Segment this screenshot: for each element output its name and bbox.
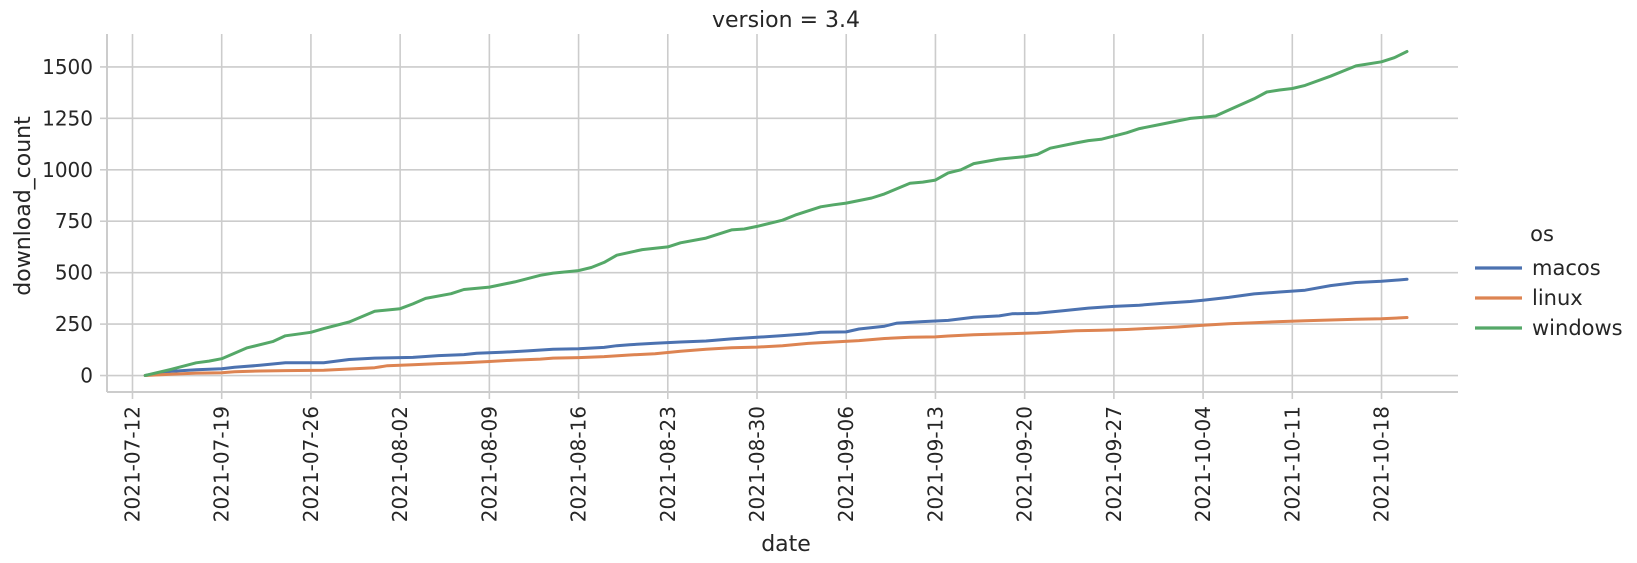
y-tick-label: 750 [55, 209, 93, 233]
legend-label-macos: macos [1532, 256, 1601, 280]
x-tick-label: 2021-09-13 [923, 406, 947, 522]
x-tick-label: 2021-10-04 [1191, 406, 1215, 522]
x-tick-label: 2021-08-23 [656, 406, 680, 522]
x-tick-label: 2021-10-18 [1370, 406, 1394, 522]
tick-labels: 2021-07-12 2021-07-19 2021-07-26 2021-08-02… [42, 55, 1393, 522]
chart-title: version = 3.4 [712, 8, 860, 33]
x-tick-label: 2021-08-09 [477, 406, 501, 522]
y-tick-label: 1000 [42, 158, 93, 182]
y-tick-label: 1250 [42, 106, 93, 130]
x-tick-label: 2021-08-30 [745, 406, 769, 522]
legend-title: os [1530, 222, 1554, 246]
x-tick-label: 2021-07-19 [210, 406, 234, 522]
y-tick-label: 500 [55, 261, 93, 285]
axes [100, 34, 1458, 399]
y-tick-label: 250 [55, 312, 93, 336]
series-lines [143, 50, 1409, 377]
y-tick-label: 1500 [42, 55, 93, 79]
x-tick-label: 2021-09-20 [1013, 406, 1037, 522]
x-tick-label: 2021-09-06 [834, 406, 858, 522]
series-line-windows [143, 50, 1409, 377]
legend: os macos linux windows [1475, 222, 1623, 340]
series-line-linux [143, 316, 1409, 377]
legend-label-linux: linux [1532, 286, 1583, 310]
legend-label-windows: windows [1532, 316, 1623, 340]
x-axis-title: date [761, 532, 811, 557]
x-tick-label: 2021-07-12 [120, 406, 144, 522]
y-axis-title: download_count [11, 116, 36, 296]
series-line-macos [143, 277, 1409, 377]
y-tick-label: 0 [80, 364, 93, 388]
grid-lines [107, 34, 1458, 392]
x-tick-label: 2021-08-16 [567, 406, 591, 522]
x-tick-label: 2021-09-27 [1102, 406, 1126, 522]
x-tick-label: 2021-07-26 [299, 406, 323, 522]
x-tick-label: 2021-10-11 [1280, 406, 1304, 522]
x-tick-label: 2021-08-02 [388, 406, 412, 522]
